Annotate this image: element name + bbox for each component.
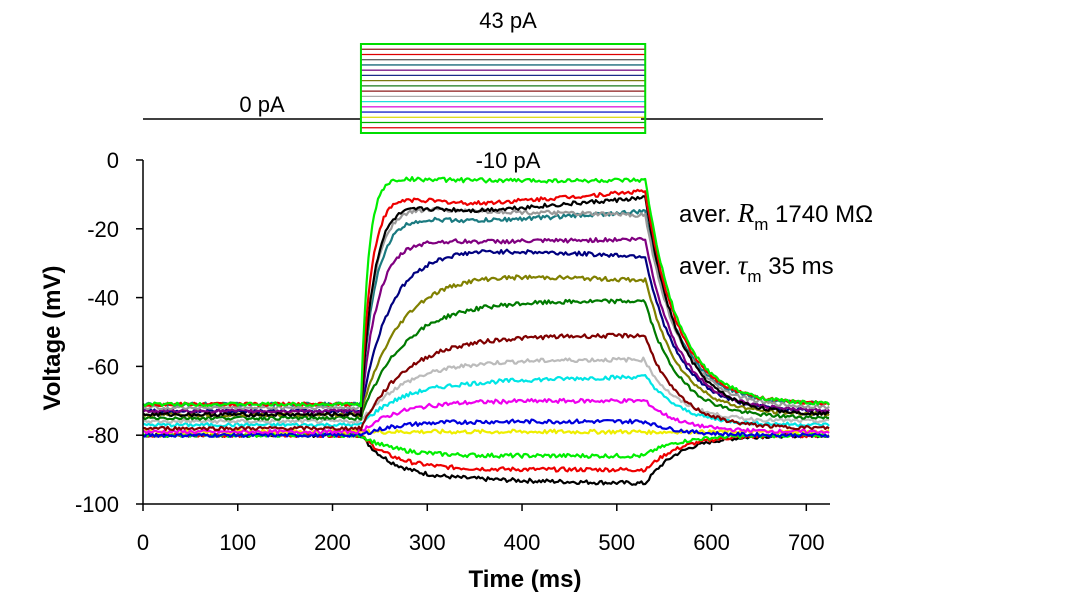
axes: 0 -20 -40 -60 -80 -100 0 100 200 300 400 500 600 700… [39,148,830,593]
y-tick-label: -60 [87,354,119,379]
voltage-trace [142,298,830,421]
current-step-protocol: 43 pA 0 pA -10 pA [143,8,823,173]
annotation-text: aver. τm 35 ms [679,250,834,286]
stimulus-min-label: -10 pA [476,148,541,173]
voltage-trace [142,209,830,408]
voltage-trace [142,432,830,459]
voltage-trace [142,356,830,425]
voltage-trace [142,432,830,486]
x-tick-label: 700 [788,530,825,555]
voltage-trace [142,332,830,432]
x-tick-label: 100 [219,530,256,555]
voltage-trace [142,195,830,418]
voltage-trace [142,176,830,408]
x-tick-label: 500 [598,530,635,555]
voltage-trace [142,206,830,411]
x-tick-label: 200 [314,530,351,555]
voltage-trace [142,236,830,414]
voltage-traces [142,176,830,486]
x-tick-label: 600 [693,530,730,555]
stimulus-levels [359,43,647,134]
y-tick-label: 0 [107,148,119,173]
voltage-trace [142,397,830,435]
y-tick-label: -20 [87,217,119,242]
stimulus-baseline-label: 0 pA [239,92,285,117]
y-axis-ticks: 0 -20 -40 -60 -80 -100 [75,148,143,517]
stimulus-max-step [359,43,647,134]
y-axis-title: Voltage (mV) [39,266,66,411]
x-axis-title: Time (ms) [469,566,582,593]
x-tick-label: 300 [409,530,446,555]
x-tick-label: 400 [504,530,541,555]
y-tick-label: -100 [75,492,119,517]
voltage-trace [142,418,830,438]
y-tick-label: -80 [87,423,119,448]
annotation-text: aver. Rm 1740 MΩ [679,198,873,234]
stimulus-max-label: 43 pA [479,8,537,33]
annotations: aver. Rm 1740 MΩ aver. τm 35 ms [679,198,873,286]
y-tick-label: -40 [87,286,119,311]
x-axis-ticks: 0 100 200 300 400 500 600 700 [137,504,825,555]
x-tick-label: 0 [137,530,149,555]
voltage-trace [143,432,830,473]
